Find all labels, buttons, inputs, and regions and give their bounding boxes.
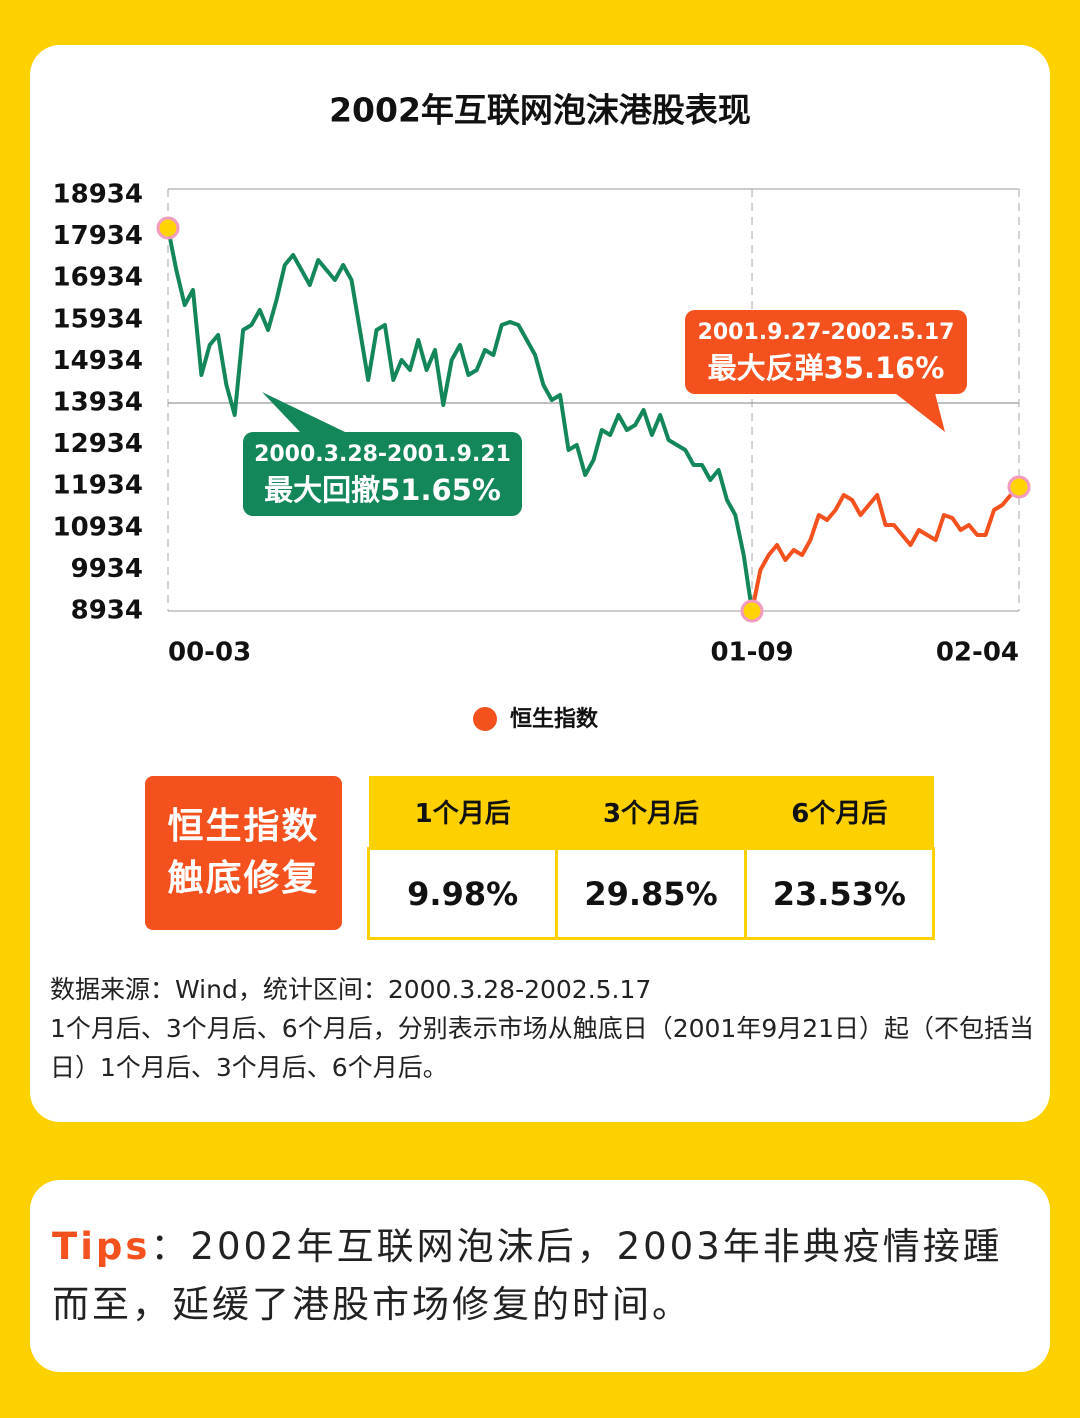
y-tick-label: 18934 [53, 180, 143, 210]
y-tick-label: 10934 [53, 512, 143, 542]
annotation-text: 最大回撤51.65% [264, 473, 501, 507]
y-tick-label: 17934 [53, 221, 143, 251]
legend-label: 恒生指数 [510, 706, 599, 732]
y-tick-label: 9934 [71, 554, 143, 584]
y-tick-label: 12934 [53, 429, 143, 459]
annotation-box [685, 310, 967, 394]
header-cell: 1个月后 [368, 776, 557, 849]
endpoint-marker [1007, 475, 1031, 499]
y-tick-label: 13934 [53, 388, 143, 418]
annotation-text: 最大反弹35.16% [708, 351, 945, 385]
annotation-range: 2001.9.27-2002.5.17 [698, 320, 955, 345]
y-tick-label: 8934 [71, 596, 143, 626]
tips-text: ：2002年互联网泡沫后，2003年非典疫情接踵而至，延缓了港股市场修复的时间。 [52, 1225, 1003, 1326]
endpoint-marker [740, 599, 764, 623]
note-line: 数据来源：Wind，统计区间：2000.3.28-2002.5.17 [50, 975, 652, 1004]
chart-title: 2002年互联网泡沫港股表现 [329, 91, 751, 130]
summary-label-line: 触底修复 [167, 858, 320, 899]
tips-card [30, 1180, 1050, 1372]
series-line [750, 485, 1021, 612]
tips: Tips：2002年互联网泡沫后，2003年非典疫情接踵而至，延缓了港股市场修复… [52, 1218, 1037, 1334]
y-tick-label: 14934 [53, 346, 143, 376]
annotation-range: 2000.3.28-2001.9.21 [254, 442, 511, 467]
summary-label: 恒生指数 触底修复 [145, 776, 342, 930]
annotation-pointer [895, 393, 945, 432]
annotation-pointer [262, 392, 345, 432]
value-cell: 9.98% [366, 847, 559, 940]
endpoint-marker [156, 216, 180, 240]
header-cell: 6个月后 [745, 776, 934, 849]
legend-swatch [473, 707, 497, 731]
x-tick-label: 00-03 [168, 638, 251, 668]
value-row: 9.98% 29.85% 23.53% [366, 847, 936, 940]
header-row: 1个月后 3个月后 6个月后 [368, 776, 934, 849]
y-tick-label: 11934 [53, 471, 143, 501]
x-tick-label: 01-09 [710, 638, 793, 668]
value-cell: 23.53% [743, 847, 936, 940]
summary-table: 1个月后 3个月后 6个月后 9.98% 29.85% 23.53% [366, 776, 936, 940]
header-cell: 3个月后 [556, 776, 746, 849]
y-tick-label: 16934 [53, 263, 143, 293]
annotation-box [243, 432, 522, 516]
x-tick-label: 02-04 [936, 638, 1019, 668]
y-tick-label: 15934 [53, 304, 143, 334]
series-line [166, 227, 754, 612]
chart-card [30, 45, 1050, 1122]
note: 数据来源：Wind，统计区间：2000.3.28-2002.5.17 1个月后、… [50, 970, 1035, 1087]
summary-label-line: 恒生指数 [167, 806, 320, 847]
tips-label: Tips [52, 1225, 151, 1268]
chart: 2002年互联网泡沫港股表现 8934 9934 10934 11934 12934 13… [53, 91, 1031, 732]
note-line: 1个月后、3个月后、6个月后，分别表示市场从触底日（2001年9月21日）起（不… [50, 1014, 1035, 1082]
value-cell: 29.85% [555, 847, 747, 940]
